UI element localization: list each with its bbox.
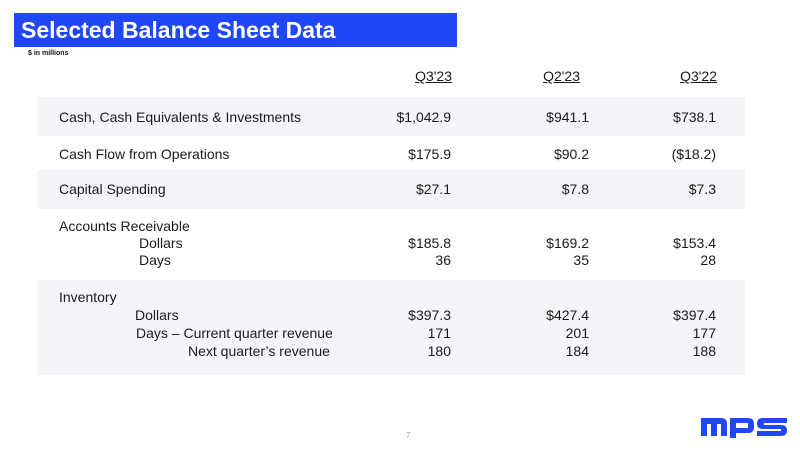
sub-row-label: Days [139, 252, 171, 268]
row-label: Accounts Receivable [59, 218, 190, 234]
cell-value: 180 [427, 343, 451, 359]
sub-row-label: Dollars [135, 307, 179, 323]
table-row-cash-flow: Cash Flow from Operations $175.9 $90.2 (… [37, 136, 745, 170]
column-header-q2-23: Q2'23 [543, 68, 580, 84]
cell-value: $175.9 [408, 146, 451, 162]
cell-value: $27.1 [415, 181, 451, 197]
cell-value: 188 [692, 343, 716, 359]
cell-value: $397.3 [408, 307, 451, 323]
column-header-q3-22: Q3'22 [680, 68, 717, 84]
cell-value: $90.2 [553, 146, 589, 162]
cell-value: 28 [700, 252, 716, 268]
row-label: Inventory [59, 289, 117, 305]
cell-value: $1,042.9 [396, 109, 452, 125]
cell-value: $169.2 [546, 235, 589, 251]
cell-value: 184 [565, 343, 589, 359]
row-label: Cash, Cash Equivalents & Investments [59, 109, 302, 125]
table-row-accounts-receivable: Accounts Receivable Dollars $185.8 $169.… [37, 209, 745, 280]
cell-value: $153.4 [673, 235, 716, 251]
title-banner: Selected Balance Sheet Data [14, 13, 457, 47]
sub-row-label: Next quarter’s revenue [188, 343, 330, 359]
units-note: $ in millions [28, 50, 69, 57]
cell-value: $941.1 [546, 109, 589, 125]
column-header-q3-23: Q3'23 [415, 68, 452, 84]
cell-value: 201 [565, 325, 589, 341]
cell-value: 177 [692, 325, 716, 341]
page-number: 7 [406, 431, 411, 440]
table-row-inventory: Inventory Dollars $397.3 $427.4 $397.4 D… [37, 280, 745, 375]
cell-value: $7.8 [561, 181, 589, 197]
sub-row-label: Dollars [139, 235, 183, 251]
cell-value: $7.3 [688, 181, 716, 197]
cell-value: ($18.2) [671, 146, 716, 162]
row-label: Cash Flow from Operations [59, 146, 230, 162]
mps-logo-icon [701, 418, 787, 438]
table-row-cash: Cash, Cash Equivalents & Investments $1,… [37, 97, 745, 136]
cell-value: $427.4 [546, 307, 589, 323]
row-label: Capital Spending [59, 181, 166, 197]
sub-row-label: Days – Current quarter revenue [136, 325, 333, 341]
cell-value: $185.8 [408, 235, 451, 251]
cell-value: $397.4 [673, 307, 716, 323]
cell-value: 36 [435, 252, 451, 268]
cell-value: $738.1 [673, 109, 716, 125]
page-title: Selected Balance Sheet Data [21, 17, 336, 43]
table-row-capital-spending: Capital Spending $27.1 $7.8 $7.3 [37, 170, 745, 209]
cell-value: 171 [427, 325, 451, 341]
cell-value: 35 [573, 252, 589, 268]
